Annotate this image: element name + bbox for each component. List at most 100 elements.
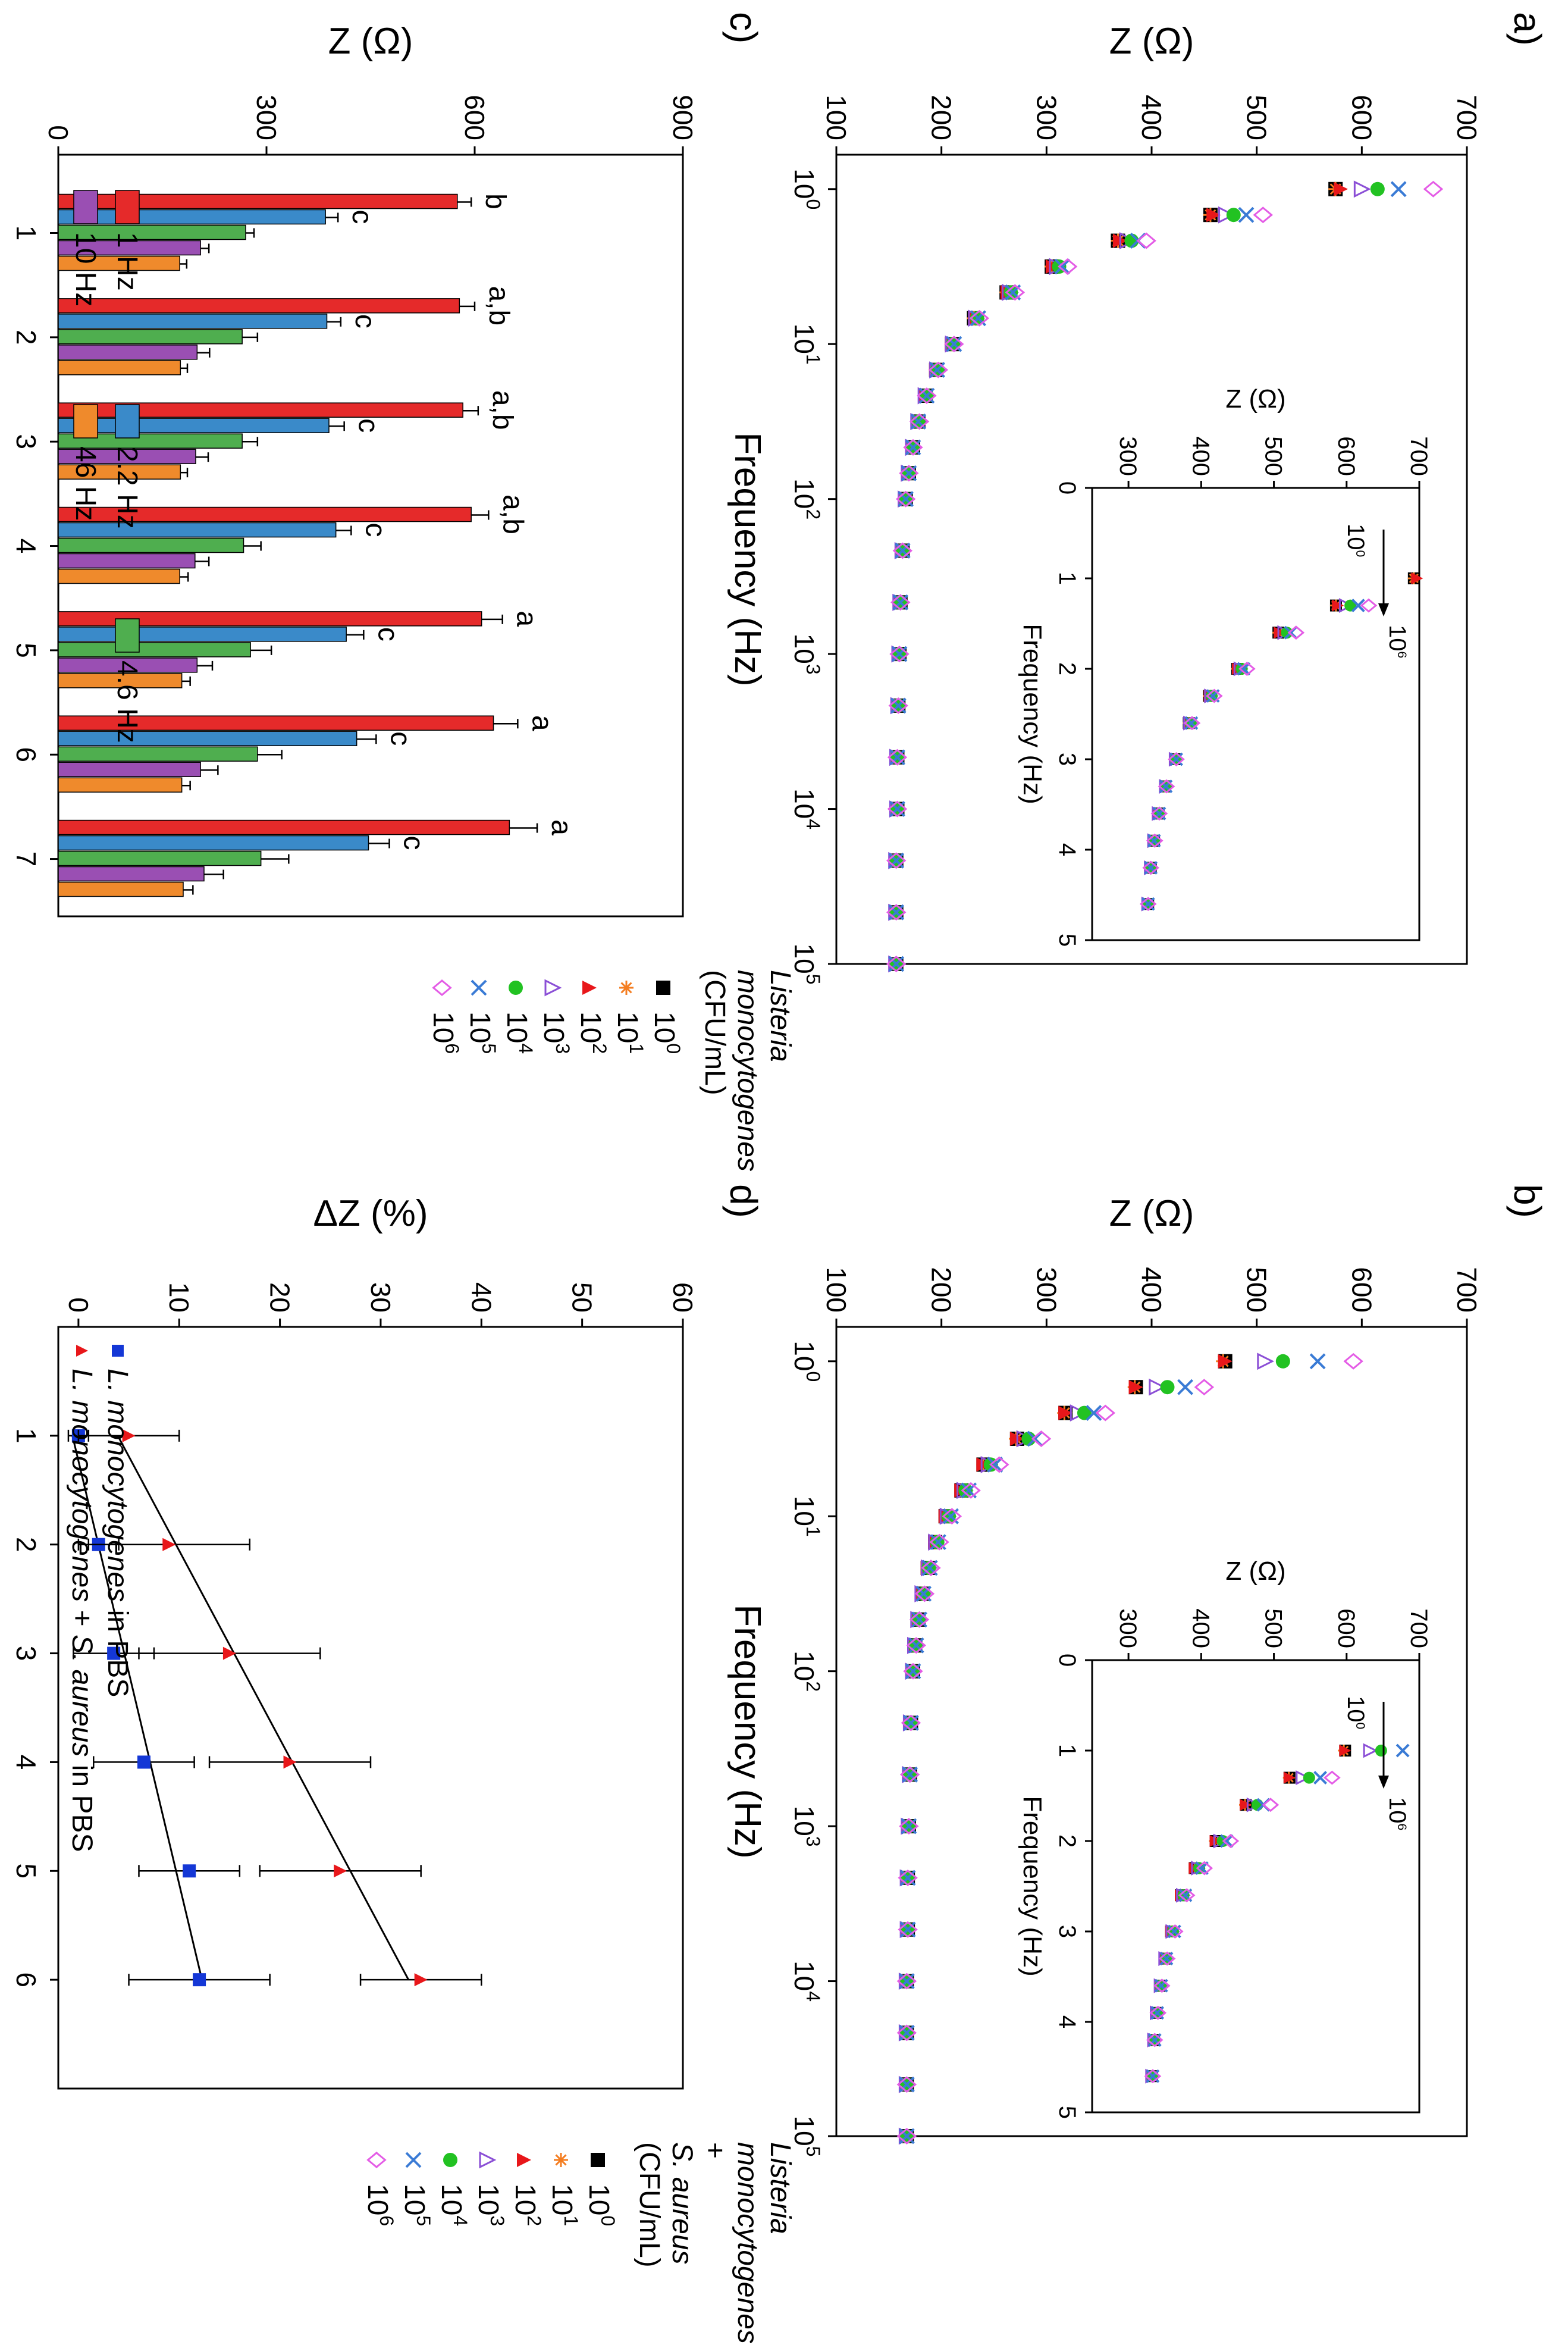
significance-letter: c [359, 523, 391, 537]
legend-entry-label: 101 [546, 2184, 582, 2226]
data-point [903, 1715, 919, 1731]
data-point [222, 1646, 236, 1660]
inset-x-tick-label: 4 [1054, 2015, 1080, 2028]
data-point [901, 465, 917, 481]
data-point [1353, 180, 1371, 198]
legend-entry-label-exponent: 3 [487, 2215, 508, 2226]
inset-data-point-stroke [1351, 599, 1365, 613]
panel-label: b) [1506, 1184, 1549, 1218]
legend-title-line: + [699, 2142, 730, 2159]
legend-title-line: (CFU/mL) [634, 2142, 665, 2268]
x-tick-label-exponent: 0 [802, 1371, 824, 1382]
inset-x-tick-label: 5 [1054, 934, 1080, 947]
inset-data-point-stroke [1141, 897, 1155, 911]
data-point [1334, 181, 1348, 196]
bar-46-Hz [58, 881, 184, 897]
data-point-stroke [1390, 181, 1407, 198]
inset-y-tick-label: 600 [1333, 1608, 1359, 1648]
data-point [887, 800, 908, 818]
legend-entry-label: 105 [464, 1012, 500, 1054]
inset-y-tick-label: 300 [1115, 436, 1141, 476]
data-point [183, 1864, 196, 1878]
legend-marker [582, 981, 597, 995]
data-point [193, 1973, 206, 1987]
data-point [1226, 208, 1241, 223]
data-point [921, 1560, 941, 1576]
inset-data-point [1142, 860, 1159, 875]
legend-entry-label-base: 10 [611, 1012, 643, 1043]
x-tick-label-exponent: 2 [802, 1681, 824, 1692]
inset-y-tick-label: 400 [1187, 436, 1213, 476]
inset-data-point [1158, 779, 1175, 794]
inset-data-point [1209, 1835, 1222, 1847]
data-point [911, 1611, 927, 1628]
data-point [1128, 1380, 1143, 1395]
x-tick-label: 104 [789, 1961, 824, 2002]
bar-2-2-Hz [58, 209, 326, 225]
bar-1-Hz [58, 298, 460, 314]
inset-data-point [1296, 1770, 1311, 1786]
data-point [1058, 1405, 1073, 1420]
data-point [1206, 208, 1221, 223]
y-tick-label: 40 [466, 1282, 497, 1313]
figure-content: a)100 200 300 400 500 600 70010010110210310410… [11, 12, 1549, 2344]
x-tick-label-base: 10 [789, 2116, 820, 2146]
y-tick-label: 600 [1346, 95, 1377, 140]
x-tick-label-exponent: 5 [802, 2146, 824, 2157]
legend-entry-label-exponent: 4 [450, 2215, 471, 2226]
data-point [901, 1818, 917, 1834]
x-tick-label-exponent: 0 [802, 199, 824, 209]
legend-entry-label-base: 10 [575, 1012, 606, 1043]
legend-marker [479, 2151, 497, 2169]
arrow-end-label-base: 10 [1384, 625, 1410, 652]
legend-entry-label-base: 10 [472, 2184, 504, 2215]
data-point [898, 491, 914, 508]
data-point [896, 2076, 917, 2093]
bar-10-Hz [58, 762, 201, 777]
legend-entry-label: 100 [648, 1012, 684, 1054]
data-point [1005, 284, 1026, 301]
data-point [898, 1869, 918, 1886]
x-tick-label: 102 [789, 478, 824, 519]
data-point [961, 1482, 981, 1499]
data-point [1194, 1379, 1215, 1396]
x-tick-label-base: 10 [789, 324, 820, 354]
bar-4-6-Hz [58, 746, 258, 762]
legend-marker [112, 1345, 124, 1357]
data-point-stroke [1177, 1379, 1193, 1395]
inset-data-point [1183, 716, 1201, 731]
inset-data-point [1169, 752, 1183, 766]
inset-data-point [1141, 897, 1155, 911]
x-tick-label-base: 10 [789, 1341, 820, 1371]
data-point-stroke [888, 956, 905, 972]
legend-marker [432, 979, 452, 996]
data-point [888, 697, 908, 714]
inset-data-point [1344, 599, 1357, 612]
legend-rest: in PBS [66, 1757, 98, 1852]
data-point-stroke [901, 465, 917, 481]
legend-marker [544, 979, 562, 997]
inset-data-point [1237, 662, 1251, 676]
y-tick-label: 10 [164, 1282, 195, 1313]
x-tick-label: 4 [11, 538, 42, 554]
data-point [892, 542, 913, 559]
data-point [976, 1457, 991, 1472]
significance-letter: a,b [483, 286, 515, 325]
data-point [888, 956, 905, 972]
bar-2-2-Hz [58, 418, 330, 433]
x-tick-label: 5 [11, 643, 42, 658]
plot-frame [57, 1326, 684, 2090]
legend-entry-label: 102 [575, 1012, 610, 1054]
significance-letter: a,b [487, 390, 518, 430]
x-tick-label-exponent: 1 [802, 354, 824, 365]
series-1 [77, 1429, 482, 1987]
legend-marker [76, 1345, 88, 1357]
y-tick-label: 20 [265, 1282, 296, 1313]
bar-10-Hz [58, 866, 205, 882]
bar-46-Hz [58, 777, 183, 793]
significance-letter: a,b [497, 494, 528, 534]
legend-entry-label-exponent: 2 [523, 2215, 545, 2226]
bar-1-Hz [58, 819, 510, 835]
legend-italic: L. monocytogenes [102, 1369, 133, 1602]
